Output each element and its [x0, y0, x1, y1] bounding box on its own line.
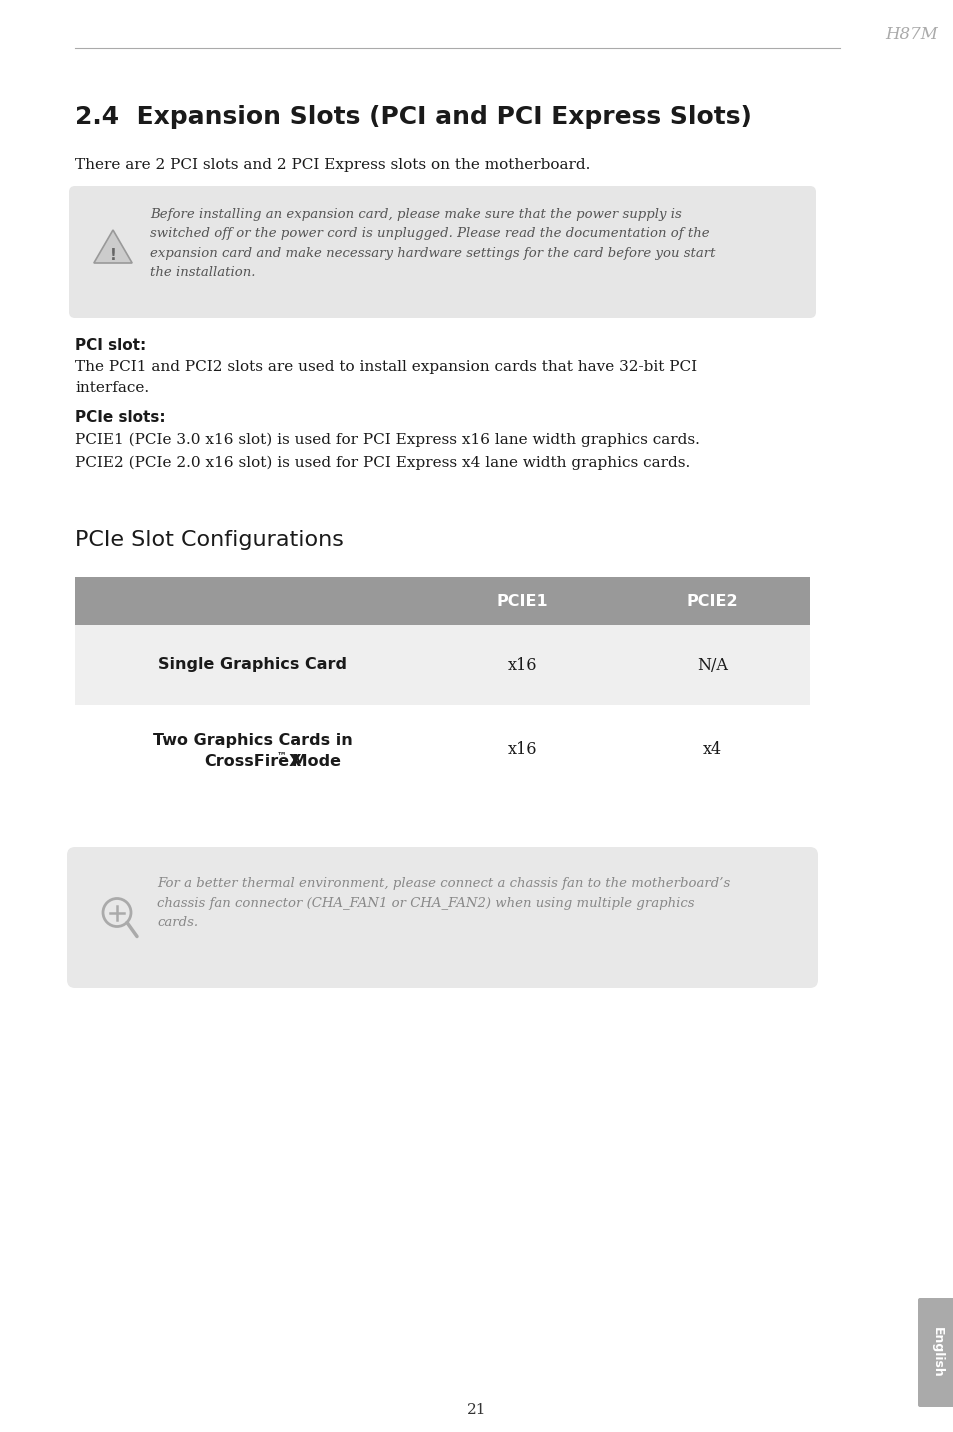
Text: PCIE1: PCIE1	[497, 593, 548, 609]
Text: PCIE2: PCIE2	[686, 593, 738, 609]
Text: PCIe slots:: PCIe slots:	[75, 410, 166, 425]
Text: The PCI1 and PCI2 slots are used to install expansion cards that have 32-bit PCI: The PCI1 and PCI2 slots are used to inst…	[75, 359, 697, 395]
FancyBboxPatch shape	[67, 846, 817, 988]
Text: x16: x16	[507, 742, 537, 759]
Text: 21: 21	[467, 1403, 486, 1418]
FancyBboxPatch shape	[917, 1297, 953, 1408]
FancyBboxPatch shape	[75, 577, 809, 624]
Text: 2.4  Expansion Slots (PCI and PCI Express Slots): 2.4 Expansion Slots (PCI and PCI Express…	[75, 105, 751, 129]
Text: Two Graphics Cards in: Two Graphics Cards in	[152, 733, 352, 748]
FancyBboxPatch shape	[69, 186, 815, 318]
Text: ™: ™	[276, 750, 286, 760]
Text: x4: x4	[702, 742, 721, 759]
Text: PCI slot:: PCI slot:	[75, 338, 146, 354]
Text: PCIE2 (PCIe 2.0 x16 slot) is used for PCI Express x4 lane width graphics cards.: PCIE2 (PCIe 2.0 x16 slot) is used for PC…	[75, 455, 690, 470]
FancyBboxPatch shape	[75, 624, 809, 705]
Text: PCIe Slot Configurations: PCIe Slot Configurations	[75, 530, 343, 550]
Polygon shape	[93, 231, 132, 263]
Text: !: !	[110, 249, 116, 263]
Text: H87M: H87M	[884, 26, 937, 43]
Text: Before installing an expansion card, please make sure that the power supply is
s: Before installing an expansion card, ple…	[150, 208, 715, 279]
Text: x16: x16	[507, 656, 537, 673]
Text: For a better thermal environment, please connect a chassis fan to the motherboar: For a better thermal environment, please…	[157, 876, 729, 929]
Text: English: English	[929, 1327, 943, 1378]
Text: Single Graphics Card: Single Graphics Card	[158, 657, 347, 673]
Text: There are 2 PCI slots and 2 PCI Express slots on the motherboard.: There are 2 PCI slots and 2 PCI Express …	[75, 158, 590, 172]
Text: N/A: N/A	[697, 656, 727, 673]
Text: PCIE1 (PCIe 3.0 x16 slot) is used for PCI Express x16 lane width graphics cards.: PCIE1 (PCIe 3.0 x16 slot) is used for PC…	[75, 432, 700, 447]
Text: CrossFireX: CrossFireX	[204, 755, 302, 769]
Text: Mode: Mode	[286, 755, 341, 769]
